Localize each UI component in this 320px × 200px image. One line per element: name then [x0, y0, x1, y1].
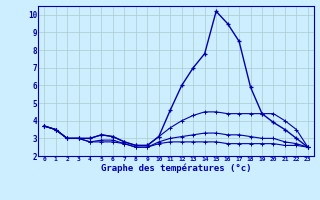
X-axis label: Graphe des températures (°c): Graphe des températures (°c)	[101, 164, 251, 173]
